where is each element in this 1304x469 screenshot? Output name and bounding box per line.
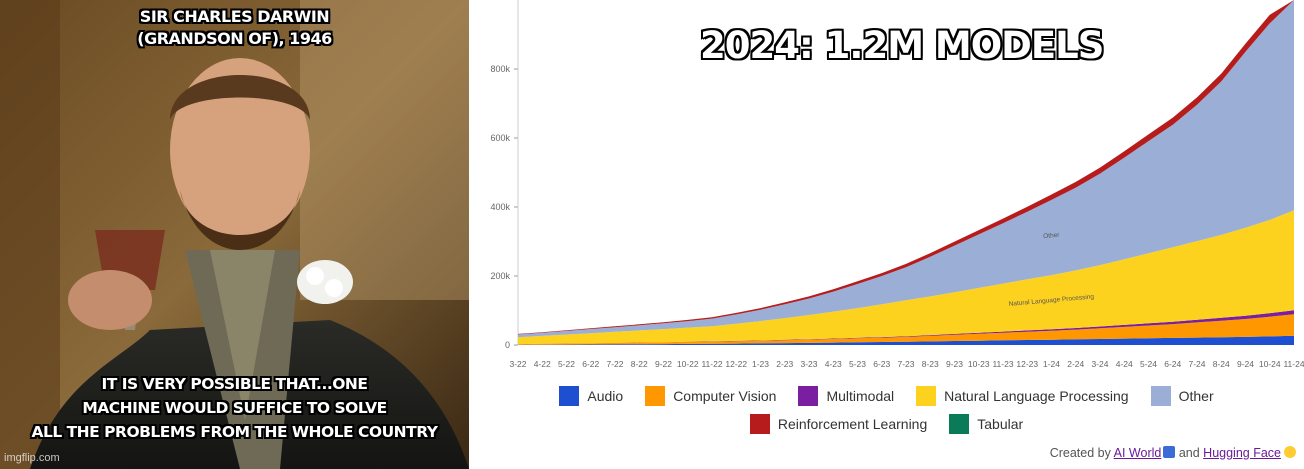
x-tick-label: 7-24 [1188, 359, 1205, 369]
x-tick-label: 8-22 [631, 359, 648, 369]
x-tick-label: 11-22 [701, 359, 722, 369]
area-inline-label: Other [1043, 232, 1061, 240]
x-tick-label: 5-22 [558, 359, 575, 369]
y-tick-label: 400k [490, 202, 510, 212]
legend-row: Reinforcement Learning Tabular [469, 414, 1304, 434]
legend-swatch [949, 414, 970, 434]
y-tick-label: 200k [490, 271, 510, 281]
legend-label: Natural Language Processing [944, 388, 1129, 404]
legend-item-reinforcement-learning[interactable]: Reinforcement Learning [749, 414, 928, 434]
x-tick-label: 3-22 [509, 359, 526, 369]
x-tick-label: 12-22 [725, 359, 747, 369]
x-tick-label: 4-24 [1116, 359, 1133, 369]
legend-swatch [645, 386, 666, 406]
x-tick-label: 7-23 [897, 359, 914, 369]
x-tick-label: 4-23 [825, 359, 842, 369]
chart-credits: Created by AI World and Hugging Face [1050, 446, 1296, 460]
legend-swatch [749, 414, 770, 434]
legend-label: Audio [587, 388, 624, 404]
x-tick-label: 6-24 [1164, 359, 1181, 369]
legend-label: Reinforcement Learning [777, 416, 928, 432]
x-tick-label: 9-22 [655, 359, 672, 369]
meme-bottom-caption-line: MACHINE WOULD SUFFICE TO SOLVE [82, 399, 387, 417]
legend-label: Tabular [977, 416, 1024, 432]
legend-item-multimodal[interactable]: Multimodal [798, 386, 894, 406]
x-tick-label: 5-23 [849, 359, 866, 369]
chart-headline: 2024: 1.2M MODELS [700, 24, 1104, 67]
x-tick-label: 8-24 [1213, 359, 1230, 369]
legend-item-computer-vision[interactable]: Computer Vision [645, 386, 776, 406]
meme-top-caption: SIR CHARLES DARWIN (GRANDSON OF), 1946 [0, 6, 469, 50]
x-tick-label: 12-23 [1016, 359, 1038, 369]
credits-prefix: Created by [1049, 446, 1111, 460]
legend-label: Multimodal [826, 388, 895, 404]
meme-bottom-caption: IT IS VERY POSSIBLE THAT...ONE MACHINE W… [0, 372, 469, 444]
x-tick-label: 7-22 [606, 359, 623, 369]
x-tick-label: 10-23 [968, 359, 990, 369]
x-tick-label: 5-24 [1140, 359, 1157, 369]
legend-label: Other [1178, 388, 1214, 404]
x-tick-label: 2-24 [1067, 359, 1084, 369]
legend-row: Audio Computer Vision Multimodal Natural La… [469, 386, 1304, 406]
x-tick-label: 9-24 [1237, 359, 1254, 369]
area-series-other[interactable] [518, 0, 1294, 338]
imgflip-watermark: imgflip.com [4, 452, 60, 464]
legend-item-natural-language-processing[interactable]: Natural Language Processing [916, 386, 1129, 406]
legend-swatch [798, 386, 819, 406]
legend-item-audio[interactable]: Audio [559, 386, 623, 406]
credits-middle: and [1178, 446, 1200, 460]
x-tick-label: 3-24 [1091, 359, 1108, 369]
y-tick-label: 600k [490, 133, 510, 143]
meme-top-caption-line: (GRANDSON OF), 1946 [137, 29, 332, 48]
x-tick-label: 2-23 [776, 359, 793, 369]
x-tick-label: 10-22 [677, 359, 699, 369]
x-tick-label: 6-22 [582, 359, 599, 369]
legend-item-tabular[interactable]: Tabular [949, 414, 1023, 434]
meme-top-caption-line: SIR CHARLES DARWIN [139, 7, 330, 26]
meme-photo [0, 0, 469, 469]
meme-bottom-caption-line: IT IS VERY POSSIBLE THAT...ONE [101, 375, 368, 393]
legend-label: Computer Vision [673, 388, 777, 404]
x-tick-label: 1-23 [752, 359, 769, 369]
legend-item-other[interactable]: Other [1150, 386, 1214, 406]
legend-swatch [559, 386, 580, 406]
x-tick-label: 1-24 [1043, 359, 1060, 369]
area-series-audio[interactable] [518, 335, 1294, 345]
ai-world-link[interactable]: AI World [1113, 446, 1162, 460]
stacked-area-chart: 0 200k 400k 600k 800k 3-22 4-22 5-22 6-22 7-22 8-2… [490, 0, 1304, 369]
x-tick-label: 3-23 [800, 359, 817, 369]
area-series-natural-language-processing[interactable] [518, 210, 1294, 345]
legend-swatch [916, 386, 937, 406]
y-tick-label: 0 [505, 340, 510, 350]
x-tick-label: 9-23 [946, 359, 963, 369]
x-tick-label: 11-24 [1283, 359, 1304, 369]
x-tick-label: 4-22 [534, 359, 551, 369]
ai-world-icon [1163, 446, 1176, 458]
area-series-computer-vision[interactable] [518, 314, 1294, 345]
x-tick-label: 6-23 [873, 359, 890, 369]
x-tick-label: 8-23 [922, 359, 939, 369]
hugging-face-emoji-icon [1284, 446, 1296, 458]
chart-legend: Audio Computer Vision Multimodal Natural La… [469, 386, 1304, 442]
legend-swatch [1150, 386, 1171, 406]
meme-photo-illustration [0, 0, 469, 469]
y-tick-label: 800k [490, 64, 510, 74]
x-tick-label: 11-23 [992, 359, 1013, 369]
hugging-face-link[interactable]: Hugging Face [1203, 446, 1281, 460]
x-tick-label: 10-24 [1259, 359, 1281, 369]
meme-bottom-caption-line: ALL THE PROBLEMS FROM THE WHOLE COUNTRY [31, 423, 438, 441]
